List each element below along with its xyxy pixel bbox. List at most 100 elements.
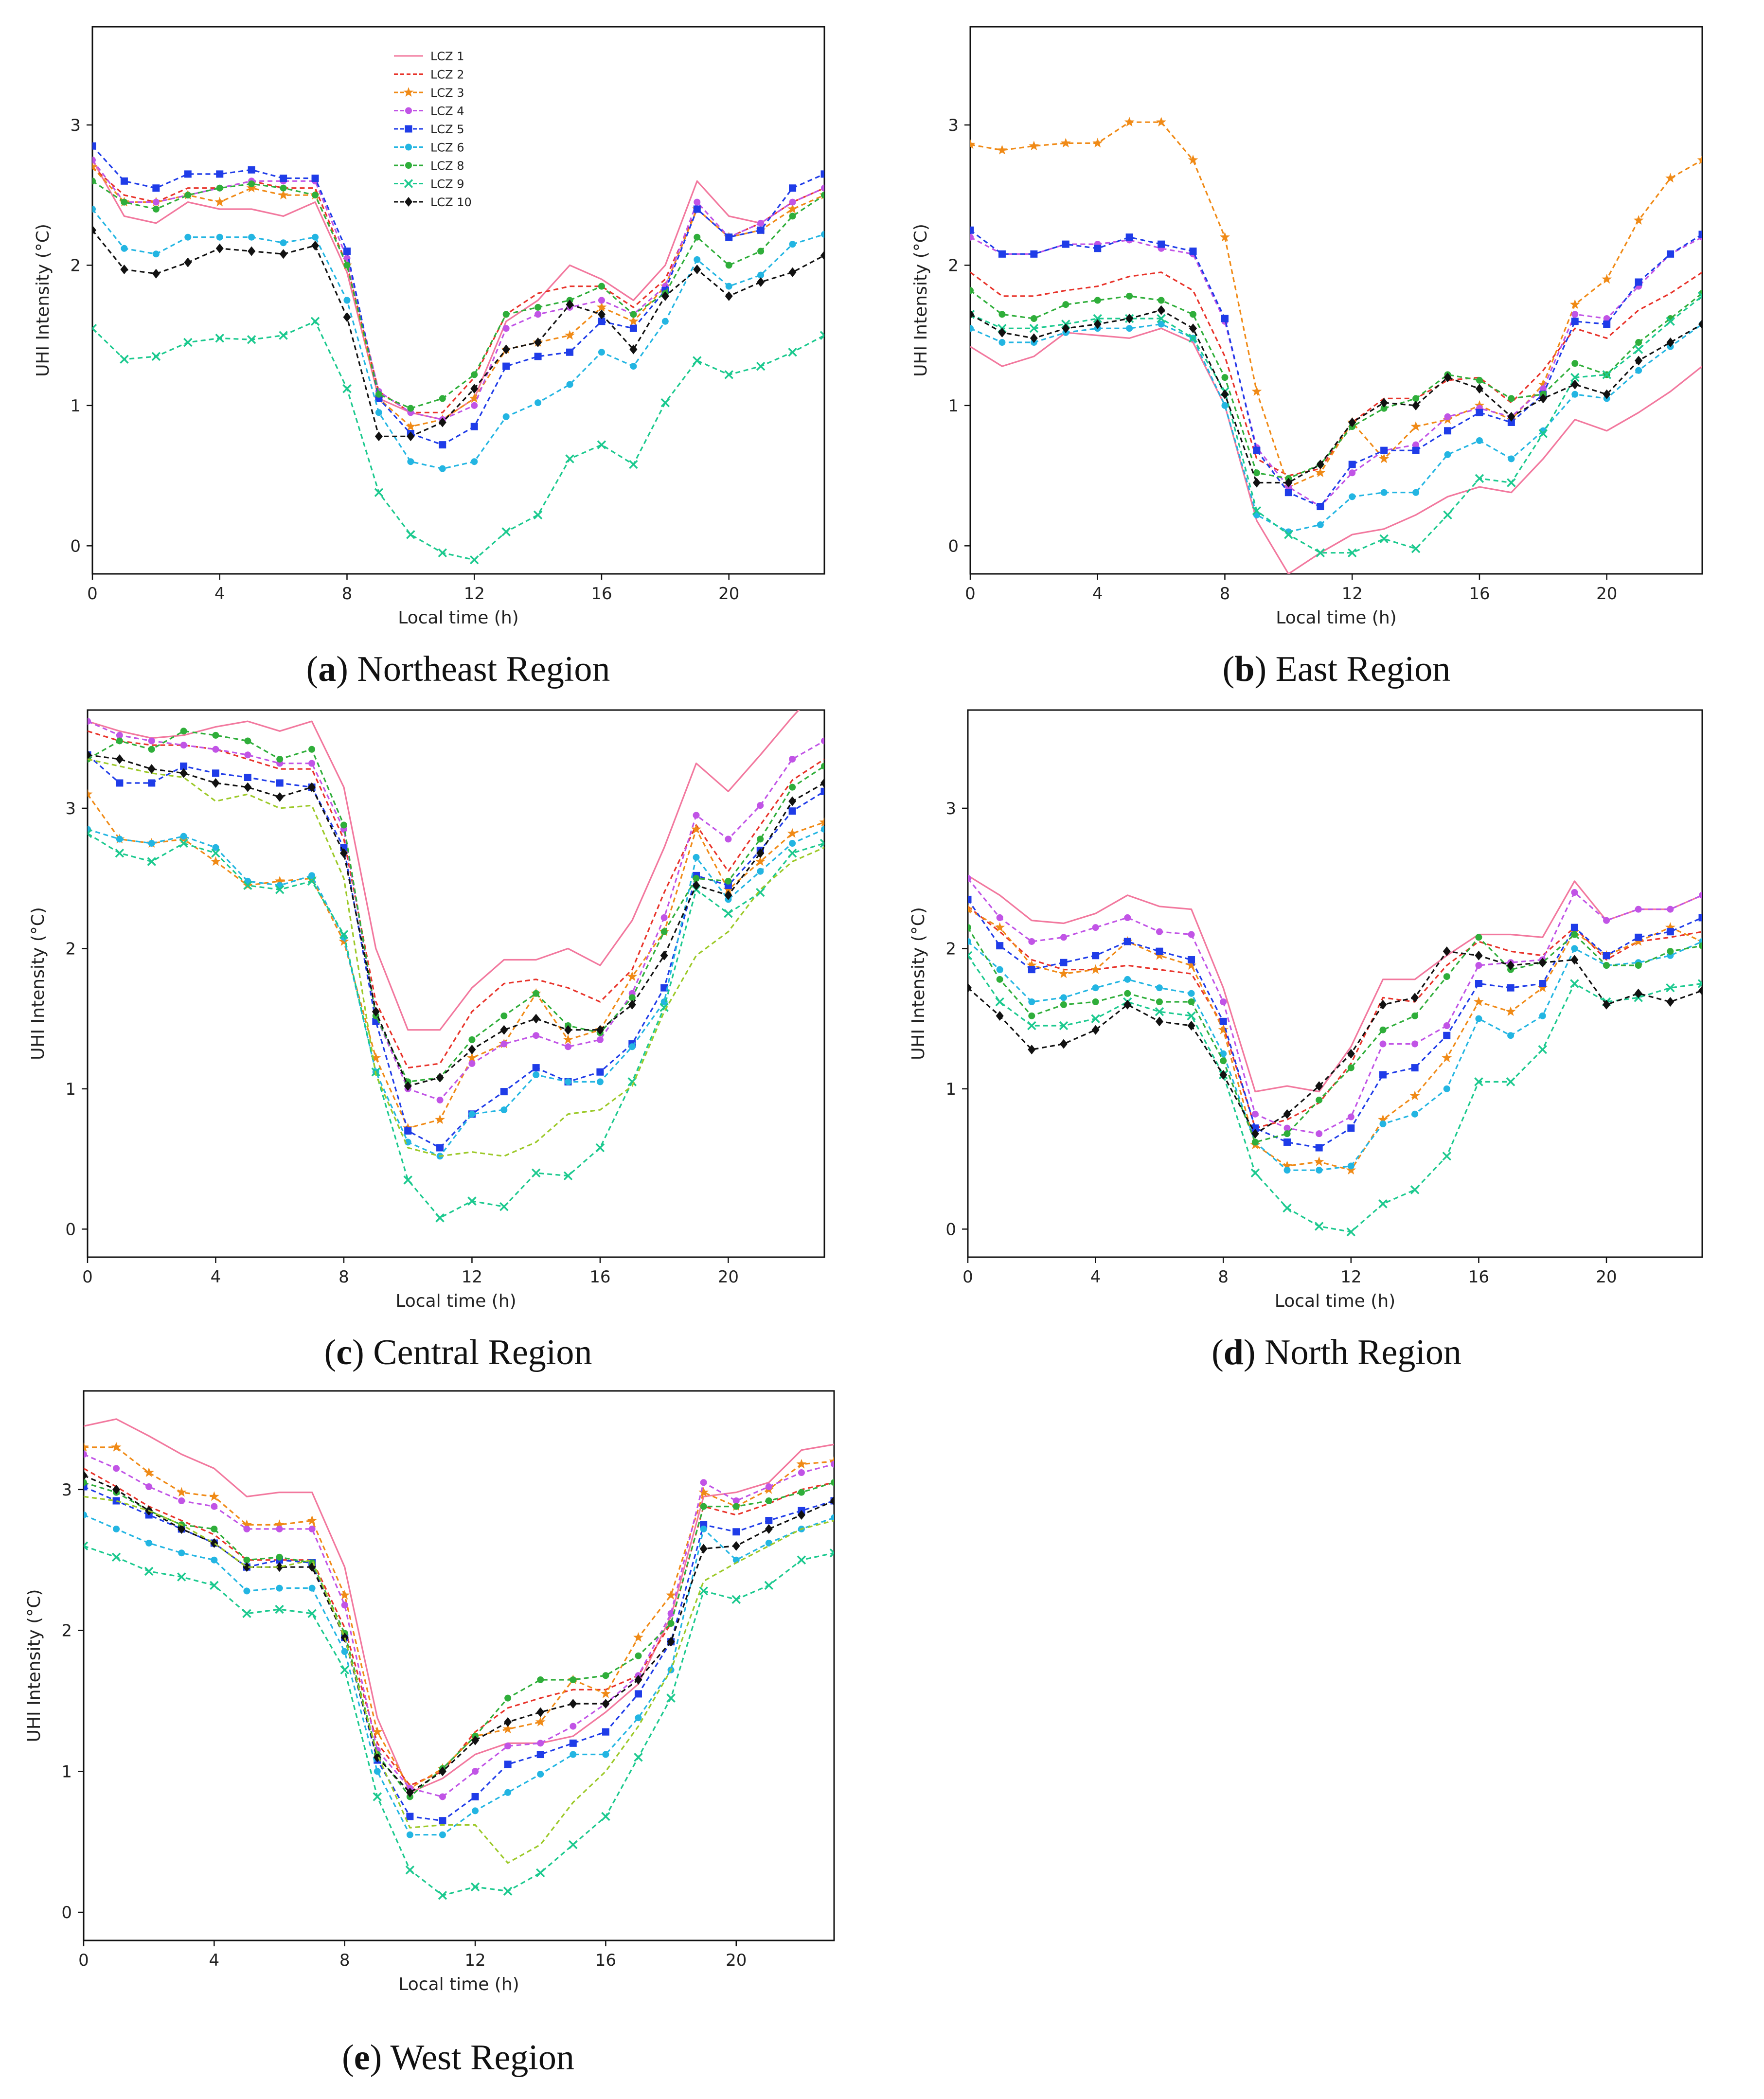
series-lcz-4-point [1251,1110,1259,1118]
series-lcz-10-point [1634,988,1642,998]
series-lcz-8-point [1030,315,1037,322]
series-lcz-4-point [1603,917,1610,924]
series-lcz-5-point [1092,952,1100,960]
series-lcz-3-line [968,908,1702,1171]
series-lcz-4-point [1379,1040,1387,1048]
series-lcz-4-point [113,1465,120,1472]
series-lcz-9-point [307,876,317,886]
series-lcz-9-point [275,1604,284,1614]
series-lcz-5-point [1380,446,1388,454]
series-lcz-8-point [1699,942,1702,949]
series-lcz-6-point [1060,994,1067,1001]
series-lcz-6-point [312,233,319,241]
series-lcz-6-point [184,233,192,241]
series-lcz-4-point [598,297,605,304]
series-lcz-5-point [116,779,124,787]
series-lcz-10-point [436,1072,444,1083]
series-lcz-9-point [1538,429,1548,438]
legend: LCZ 1 LCZ 2 LCZ 3 LCZ 4 LCZ 5 LCZ 6 LCZ 8 LCZ 9… [394,50,472,209]
series-lcz-9-point [597,440,606,449]
series-lcz-6-point [500,1106,508,1114]
series-lcz-5-point [534,353,542,360]
x-tick-label: 8 [1220,584,1230,604]
series-lcz-5-point [1221,315,1229,322]
series-lcz-5-point [248,166,255,174]
series-lcz-6-point [472,1807,479,1814]
series-lcz-8-point [152,206,160,213]
series-lcz-10-point [92,225,96,235]
series-lcz-9-point [339,930,349,939]
series-lcz-6-point [635,1714,642,1722]
series-lcz-5-point [1571,318,1579,325]
series-lcz-10-point [788,267,797,277]
series-lcz-3-point [1665,173,1675,183]
series-lcz-9-point [243,881,252,890]
series-lcz-5-point [1507,418,1515,426]
series-lcz-3-point [211,856,221,866]
series-lcz-4-point [244,751,251,759]
series-lcz-4-point [757,802,764,809]
series-lcz-3-point [214,196,225,207]
series-lcz-8-point [537,1676,544,1683]
series-lcz-9-point [503,1886,513,1896]
series-lcz-10-point [152,268,160,279]
series-lcz-9-point [756,361,766,371]
series-lcz-5-point [1315,1144,1323,1152]
series-lcz-4-point [1220,998,1227,1005]
series-lcz-9-point [1378,1199,1388,1209]
series-lcz-3-point [1218,1024,1229,1034]
series-lcz-10-point [629,344,638,355]
series-lcz-3-point [691,824,701,834]
series-lcz-5-point [470,423,478,430]
series-lcz-8-point [216,184,223,192]
series-lcz-6-point [1571,945,1578,952]
series-lcz-10-point [765,1524,773,1534]
series-lcz-5-point [244,773,251,781]
series-lcz-10-point [1570,955,1579,965]
series-lcz-9-point [88,829,92,838]
x-axis-label: Local time (h) [1275,1291,1395,1311]
x-tick-label: 16 [595,1951,616,1970]
series-lcz-8-point [1475,934,1482,941]
series-lcz-6-point [471,458,478,465]
series-lcz-9-point [731,1595,741,1604]
series-lcz-8-point [821,763,824,770]
series-lcz-9-point [501,527,511,536]
series-lcz-10-point [115,754,124,764]
series-lcz-5-line [92,145,824,446]
series-lcz-6-point [1412,489,1420,496]
series-lcz-10-point [1475,384,1483,394]
series-lcz-5-point [1603,952,1610,960]
series-lcz-4-point [1156,928,1163,935]
series-lcz-9-point [1316,548,1325,557]
series-lcz-10-point [1412,400,1420,410]
series-lcz-9-point [177,1572,186,1582]
series-lcz-9-point [215,334,224,343]
series-lcz-10-point [374,431,383,442]
series-lcz-5-point [504,1761,512,1768]
series-lcz-8-point [694,233,701,241]
y-tick-label: 2 [61,1621,72,1641]
x-tick-label: 8 [339,1267,349,1287]
series-lcz-4-point [1603,315,1610,322]
series-lcz-10-point [178,1524,186,1534]
series-lcz-10-point [1666,997,1675,1007]
series-lcz-3-point [1537,982,1548,993]
series-lcz-8-point [1126,292,1133,300]
x-tick-label: 20 [1596,584,1617,604]
series-lcz-10-point [667,1637,675,1647]
series-lcz-4-point [789,198,796,206]
series-lcz-9-point [247,335,256,344]
series-lcz-10-point [532,1014,540,1024]
series-lcz-3-point [1379,453,1390,463]
series-lcz-9-point [1570,979,1579,988]
series-lcz-5-point [212,769,219,777]
series-lcz-10-point [634,1674,642,1685]
series-unlabeled-line [88,758,824,1157]
y-tick-label: 3 [65,799,76,818]
series-lcz-9-point [183,338,193,347]
series-lcz-3-point [563,1034,573,1044]
series-lcz-10-point [406,1787,414,1797]
series-lcz-10-point [1123,999,1132,1010]
series-lcz-6-point [1379,1120,1387,1127]
